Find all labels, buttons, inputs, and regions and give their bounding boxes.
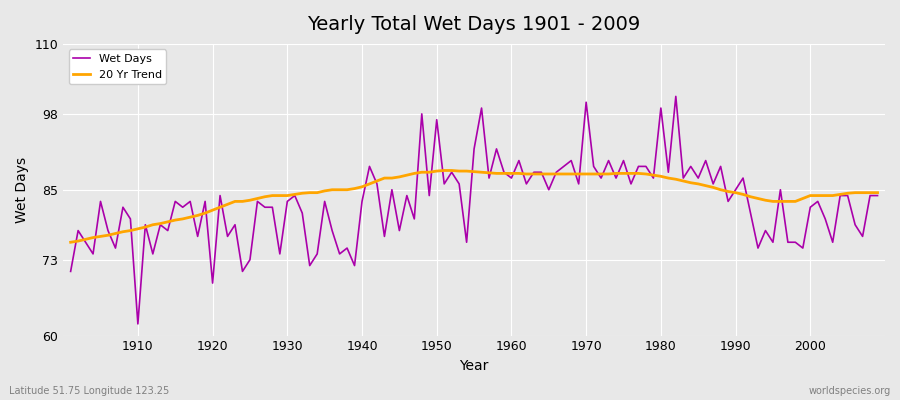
- Title: Yearly Total Wet Days 1901 - 2009: Yearly Total Wet Days 1901 - 2009: [308, 15, 641, 34]
- Wet Days: [297, 211, 308, 216]
- 20 Yr Trend: [603, 172, 614, 176]
- Wet Days: [603, 158, 614, 163]
- Wet Days: [872, 193, 883, 198]
- Legend: Wet Days, 20 Yr Trend: Wet Days, 20 Yr Trend: [68, 50, 166, 84]
- Wet Days: [670, 94, 681, 99]
- 20 Yr Trend: [506, 171, 517, 176]
- X-axis label: Year: Year: [459, 359, 489, 373]
- Wet Days: [514, 158, 525, 163]
- Line: 20 Yr Trend: 20 Yr Trend: [70, 170, 878, 242]
- 20 Yr Trend: [514, 171, 525, 176]
- Wet Days: [65, 269, 76, 274]
- Text: Latitude 51.75 Longitude 123.25: Latitude 51.75 Longitude 123.25: [9, 386, 169, 396]
- Wet Days: [342, 246, 353, 250]
- 20 Yr Trend: [65, 240, 76, 245]
- 20 Yr Trend: [125, 228, 136, 233]
- 20 Yr Trend: [290, 192, 301, 197]
- 20 Yr Trend: [872, 190, 883, 195]
- Wet Days: [125, 216, 136, 221]
- Wet Days: [506, 176, 517, 180]
- Wet Days: [132, 322, 143, 326]
- 20 Yr Trend: [439, 168, 450, 173]
- Line: Wet Days: Wet Days: [70, 96, 878, 324]
- 20 Yr Trend: [334, 187, 345, 192]
- Text: worldspecies.org: worldspecies.org: [809, 386, 891, 396]
- Y-axis label: Wet Days: Wet Days: [15, 157, 29, 223]
